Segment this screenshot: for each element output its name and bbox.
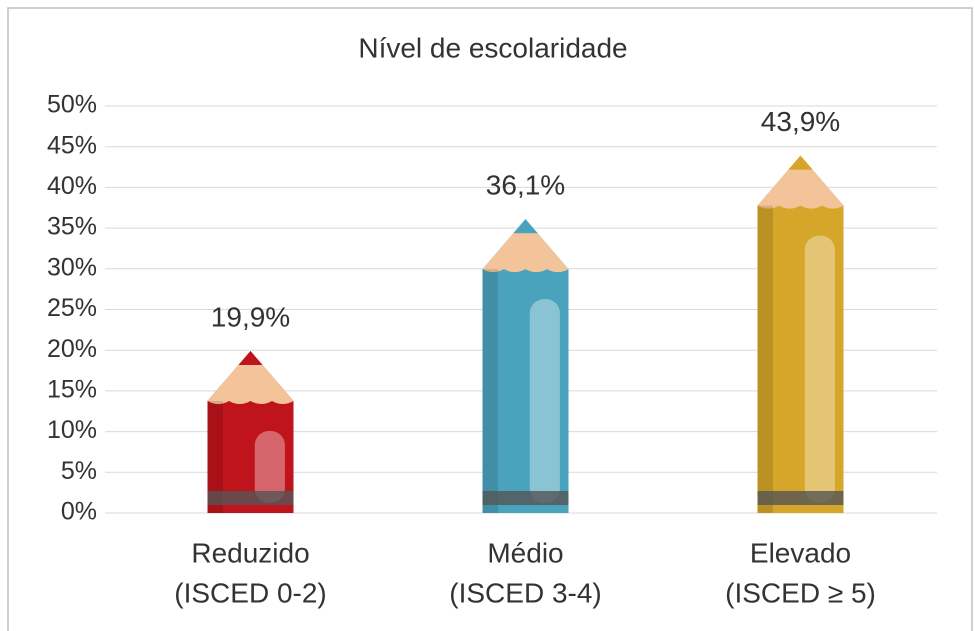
pencil-highlight — [805, 236, 835, 503]
y-tick-label: 15% — [47, 376, 97, 404]
y-tick-label: 20% — [47, 335, 97, 363]
y-tick-label: 25% — [47, 294, 97, 322]
pencil-highlight — [530, 299, 560, 503]
x-tick-label: (ISCED 3-4) — [449, 577, 601, 608]
chart: Nível de escolaridade 0% 5% 10% 15% 20% 25% 30… — [0, 0, 975, 631]
y-tick-label: 0% — [61, 498, 97, 526]
y-tick-label: 30% — [47, 253, 97, 281]
y-tick-label: 5% — [61, 457, 97, 485]
x-tick-label: (ISCED ≥ 5) — [725, 577, 876, 608]
y-tick-label: 10% — [47, 416, 97, 444]
pencil-band — [483, 491, 569, 505]
y-tick-label: 45% — [47, 131, 97, 159]
pencil-band — [208, 491, 294, 505]
value-label: 36,1% — [486, 170, 565, 201]
x-tick-label: (ISCED 0-2) — [174, 577, 326, 608]
y-tick-label: 35% — [47, 213, 97, 241]
pencil-shade — [758, 206, 773, 513]
y-tick-label: 50% — [47, 91, 97, 119]
pencil-shade — [483, 269, 498, 513]
x-tick-label: Elevado — [750, 537, 851, 568]
x-tick-label: Reduzido — [191, 537, 309, 568]
value-label: 43,9% — [761, 106, 840, 137]
pencil-band — [758, 491, 844, 505]
chart-title: Nível de escolaridade — [358, 32, 627, 63]
value-label: 19,9% — [211, 301, 290, 332]
y-tick-label: 40% — [47, 172, 97, 200]
x-tick-label: Médio — [487, 537, 563, 568]
